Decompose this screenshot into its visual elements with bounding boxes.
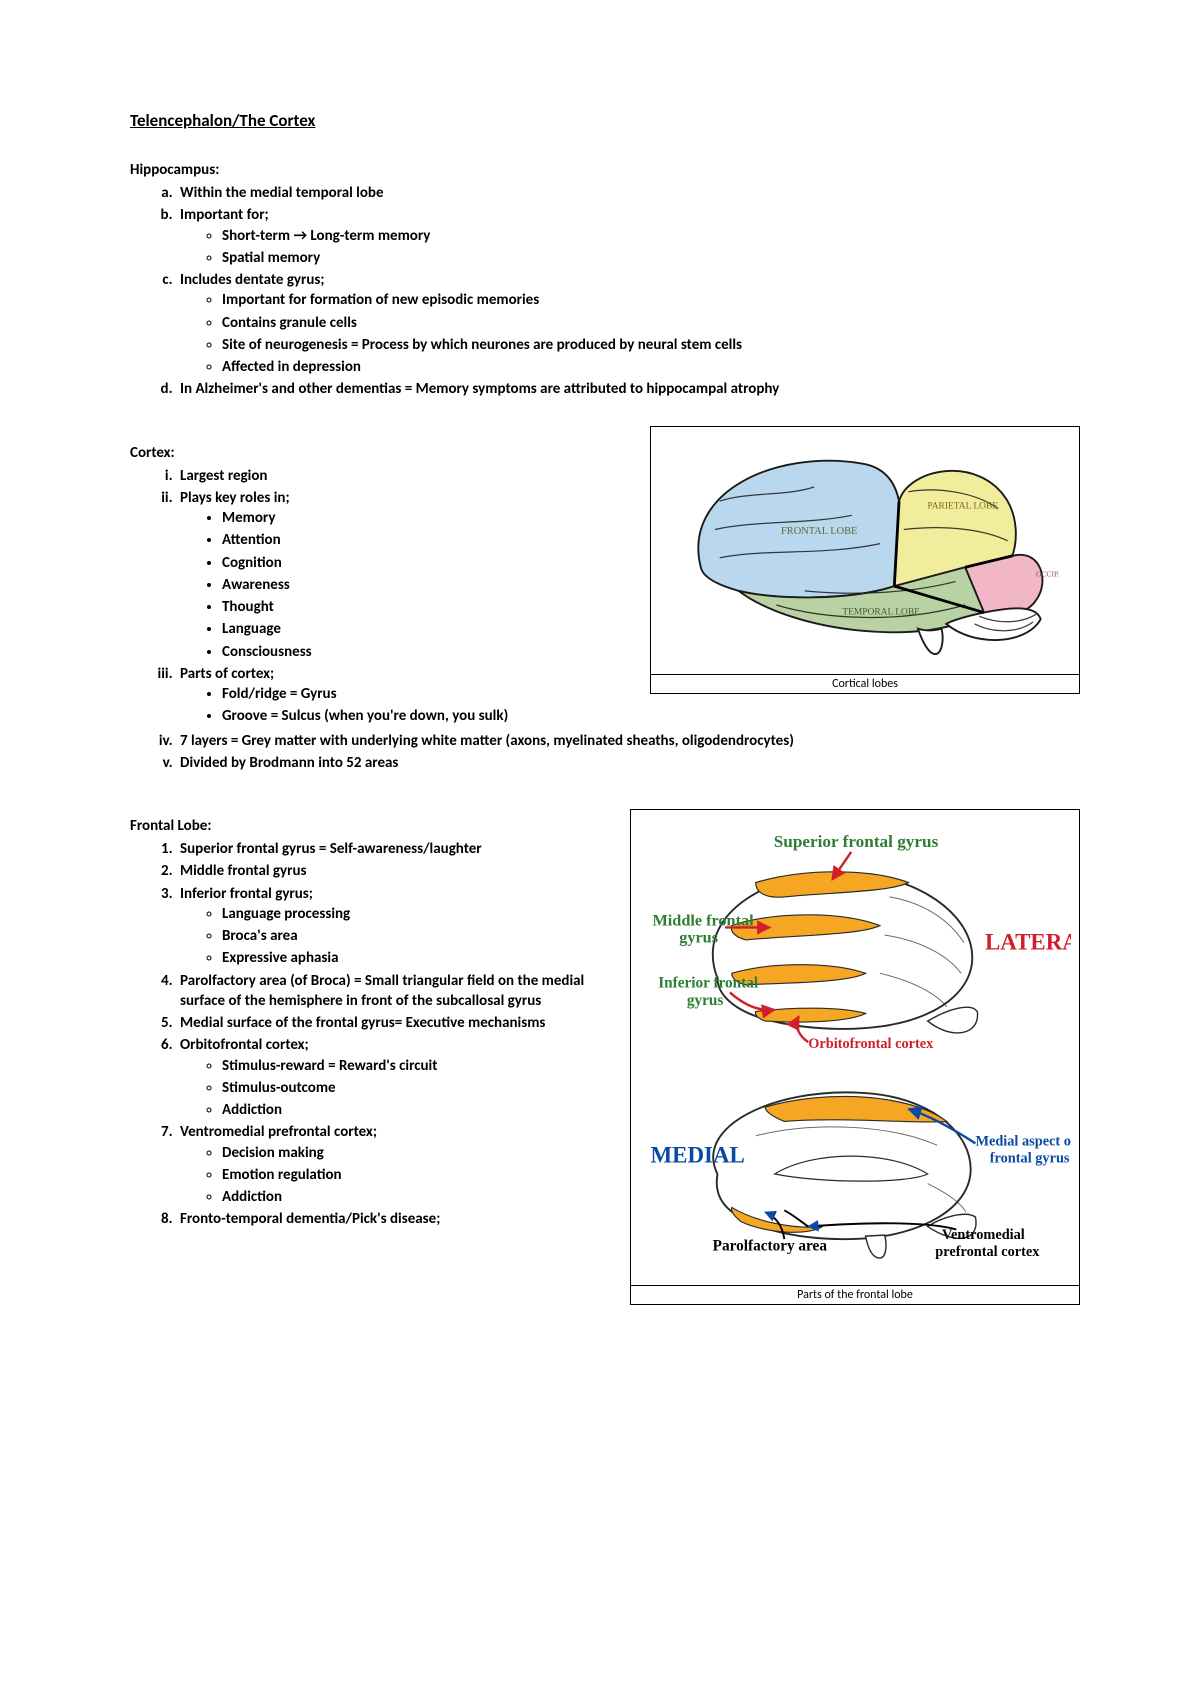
ctx-i-text: Largest region xyxy=(180,467,267,485)
label-frontal: FRONTAL LOBE xyxy=(781,526,857,537)
fr-1-text: Superior frontal gyrus = Self-awareness/… xyxy=(180,840,482,858)
lbl-medasp-2: frontal gyrus xyxy=(990,1151,1070,1167)
lbl-medial: MEDIAL xyxy=(651,1143,745,1168)
fr-3: Inferior frontal gyrus; Language process… xyxy=(176,884,600,969)
hip-d-text: In Alzheimer's and other dementias = Mem… xyxy=(180,380,779,398)
hip-d: In Alzheimer's and other dementias = Mem… xyxy=(176,379,1080,399)
lbl-sup-frontal: Superior frontal gyrus xyxy=(774,832,939,851)
ctx-iii-sub: Fold/ridge = Gyrus Groove = Sulcus (when… xyxy=(180,684,620,727)
cortex-heading: Cortex: xyxy=(130,444,620,462)
ctx-iii-text: Parts of cortex; xyxy=(180,665,274,683)
ctx-iv-text: 7 layers = Grey matter with underlying w… xyxy=(180,732,794,750)
ctx-v: Divided by Brodmann into 52 areas xyxy=(176,753,1080,773)
hip-c2: Contains granule cells xyxy=(222,313,1080,333)
fr-5-text: Medial surface of the frontal gyrus= Exe… xyxy=(180,1014,545,1032)
lbl-lateral: LATERAL xyxy=(985,929,1071,954)
hip-b1: Short-term → Long-term memory xyxy=(222,226,1080,246)
ctx-ii-1: Attention xyxy=(222,530,620,550)
ctx-iv: 7 layers = Grey matter with underlying w… xyxy=(176,731,1080,751)
fr-6: Orbitofrontal cortex; Stimulus-reward = … xyxy=(176,1035,600,1120)
ctx-ii-6: Consciousness xyxy=(222,642,620,662)
hip-b-text: Important for; xyxy=(180,206,269,224)
fr-7-sub: Decision making Emotion regulation Addic… xyxy=(180,1143,600,1208)
hip-a-text: Within the medial temporal lobe xyxy=(180,184,384,202)
hip-b2: Spatial memory xyxy=(222,248,1080,268)
frontal-list: Superior frontal gyrus = Self-awareness/… xyxy=(130,839,600,1230)
ctx-ii-5: Language xyxy=(222,619,620,639)
lbl-parolf: Parolfactory area xyxy=(713,1237,828,1254)
lbl-mid-frontal-2: gyrus xyxy=(679,929,718,947)
ctx-ii-0: Memory xyxy=(222,508,620,528)
fr-3-sub: Language processing Broca's area Express… xyxy=(180,904,600,969)
hip-b-sub: Short-term → Long-term memory Spatial me… xyxy=(180,226,1080,269)
lbl-inf-frontal: Inferior frontal xyxy=(658,975,758,992)
fr-7-1: Emotion regulation xyxy=(222,1165,600,1185)
hip-c4: Affected in depression xyxy=(222,357,1080,377)
cortex-list: Largest region Plays key roles in; Memor… xyxy=(130,466,620,727)
label-parietal: PARIETAL LOBE xyxy=(927,501,998,511)
fr-4-text: Parolfactory area (of Broca) = Small tri… xyxy=(180,972,584,1010)
fr-8: Fronto-temporal dementia/Pick's disease; xyxy=(176,1209,600,1229)
ctx-iii: Parts of cortex; Fold/ridge = Gyrus Groo… xyxy=(176,664,620,727)
ctx-i: Largest region xyxy=(176,466,620,486)
ctx-ii-text: Plays key roles in; xyxy=(180,489,290,507)
hip-c-sub: Important for formation of new episodic … xyxy=(180,290,1080,377)
lbl-inf-frontal-2: gyrus xyxy=(687,992,724,1009)
figure-cortical-lobes: FRONTAL LOBE PARIETAL LOBE TEMPORAL LOBE… xyxy=(650,426,1080,694)
fr-3-2: Expressive aphasia xyxy=(222,948,600,968)
fr-2-text: Middle frontal gyrus xyxy=(180,862,307,880)
fr-3-0: Language processing xyxy=(222,904,600,924)
ctx-ii: Plays key roles in; Memory Attention Cog… xyxy=(176,488,620,662)
fr-7-2: Addiction xyxy=(222,1187,600,1207)
ctx-ii-sub: Memory Attention Cognition Awareness Tho… xyxy=(180,508,620,662)
fr-3-text: Inferior frontal gyrus; xyxy=(180,885,313,903)
ctx-ii-3: Awareness xyxy=(222,575,620,595)
ctx-ii-2: Cognition xyxy=(222,553,620,573)
lbl-orbitofrontal: Orbitofrontal cortex xyxy=(808,1036,934,1052)
ctx-ii-4: Thought xyxy=(222,597,620,617)
lbl-medasp-1: Medial aspect of xyxy=(975,1133,1071,1149)
fr-7-text: Ventromedial prefrontal cortex; xyxy=(180,1123,377,1141)
label-temporal: TEMPORAL LOBE xyxy=(842,607,920,617)
brain-lobes-svg: FRONTAL LOBE PARIETAL LOBE TEMPORAL LOBE… xyxy=(663,435,1069,657)
fr-1: Superior frontal gyrus = Self-awareness/… xyxy=(176,839,600,859)
hip-c1: Important for formation of new episodic … xyxy=(222,290,1080,310)
fr-5: Medial surface of the frontal gyrus= Exe… xyxy=(176,1013,600,1033)
hip-c: Includes dentate gyrus; Important for fo… xyxy=(176,270,1080,377)
frontal-heading: Frontal Lobe: xyxy=(130,817,600,835)
lbl-vmpfc-2: prefrontal cortex xyxy=(935,1244,1040,1260)
label-occipital: OCCIP. xyxy=(1036,569,1059,578)
page-title: Telencephalon/The Cortex xyxy=(130,110,1080,131)
fr-6-1: Stimulus-outcome xyxy=(222,1078,600,1098)
fr-6-2: Addiction xyxy=(222,1100,600,1120)
fr-3-1: Broca's area xyxy=(222,926,600,946)
ctx-iii-1: Fold/ridge = Gyrus xyxy=(222,684,620,704)
hippocampus-heading: Hippocampus: xyxy=(130,161,1080,179)
fr-4: Parolfactory area (of Broca) = Small tri… xyxy=(176,971,600,1012)
hip-a: Within the medial temporal lobe xyxy=(176,183,1080,203)
hip-b: Important for; Short-term → Long-term me… xyxy=(176,205,1080,268)
figure2-caption: Parts of the frontal lobe xyxy=(631,1285,1079,1304)
fr-7: Ventromedial prefrontal cortex; Decision… xyxy=(176,1122,600,1207)
figure1-caption: Cortical lobes xyxy=(651,674,1079,693)
fr-2: Middle frontal gyrus xyxy=(176,861,600,881)
cortex-list-cont: 7 layers = Grey matter with underlying w… xyxy=(130,731,1080,774)
fr-6-text: Orbitofrontal cortex; xyxy=(180,1036,309,1054)
figure-frontal-parts: Superior frontal gyrus Middle frontal gy… xyxy=(630,809,1080,1305)
ctx-iii-2: Groove = Sulcus (when you're down, you s… xyxy=(222,706,620,726)
hip-c3: Site of neurogenesis = Process by which … xyxy=(222,335,1080,355)
frontal-parts-svg: Superior frontal gyrus Middle frontal gy… xyxy=(641,820,1071,1270)
fr-8-text: Fronto-temporal dementia/Pick's disease; xyxy=(180,1210,440,1228)
fr-7-0: Decision making xyxy=(222,1143,600,1163)
hip-c-text: Includes dentate gyrus; xyxy=(180,271,325,289)
fr-6-0: Stimulus-reward = Reward's circuit xyxy=(222,1056,600,1076)
ctx-v-text: Divided by Brodmann into 52 areas xyxy=(180,754,398,772)
fr-6-sub: Stimulus-reward = Reward's circuit Stimu… xyxy=(180,1056,600,1121)
hippocampus-list: Within the medial temporal lobe Importan… xyxy=(130,183,1080,400)
